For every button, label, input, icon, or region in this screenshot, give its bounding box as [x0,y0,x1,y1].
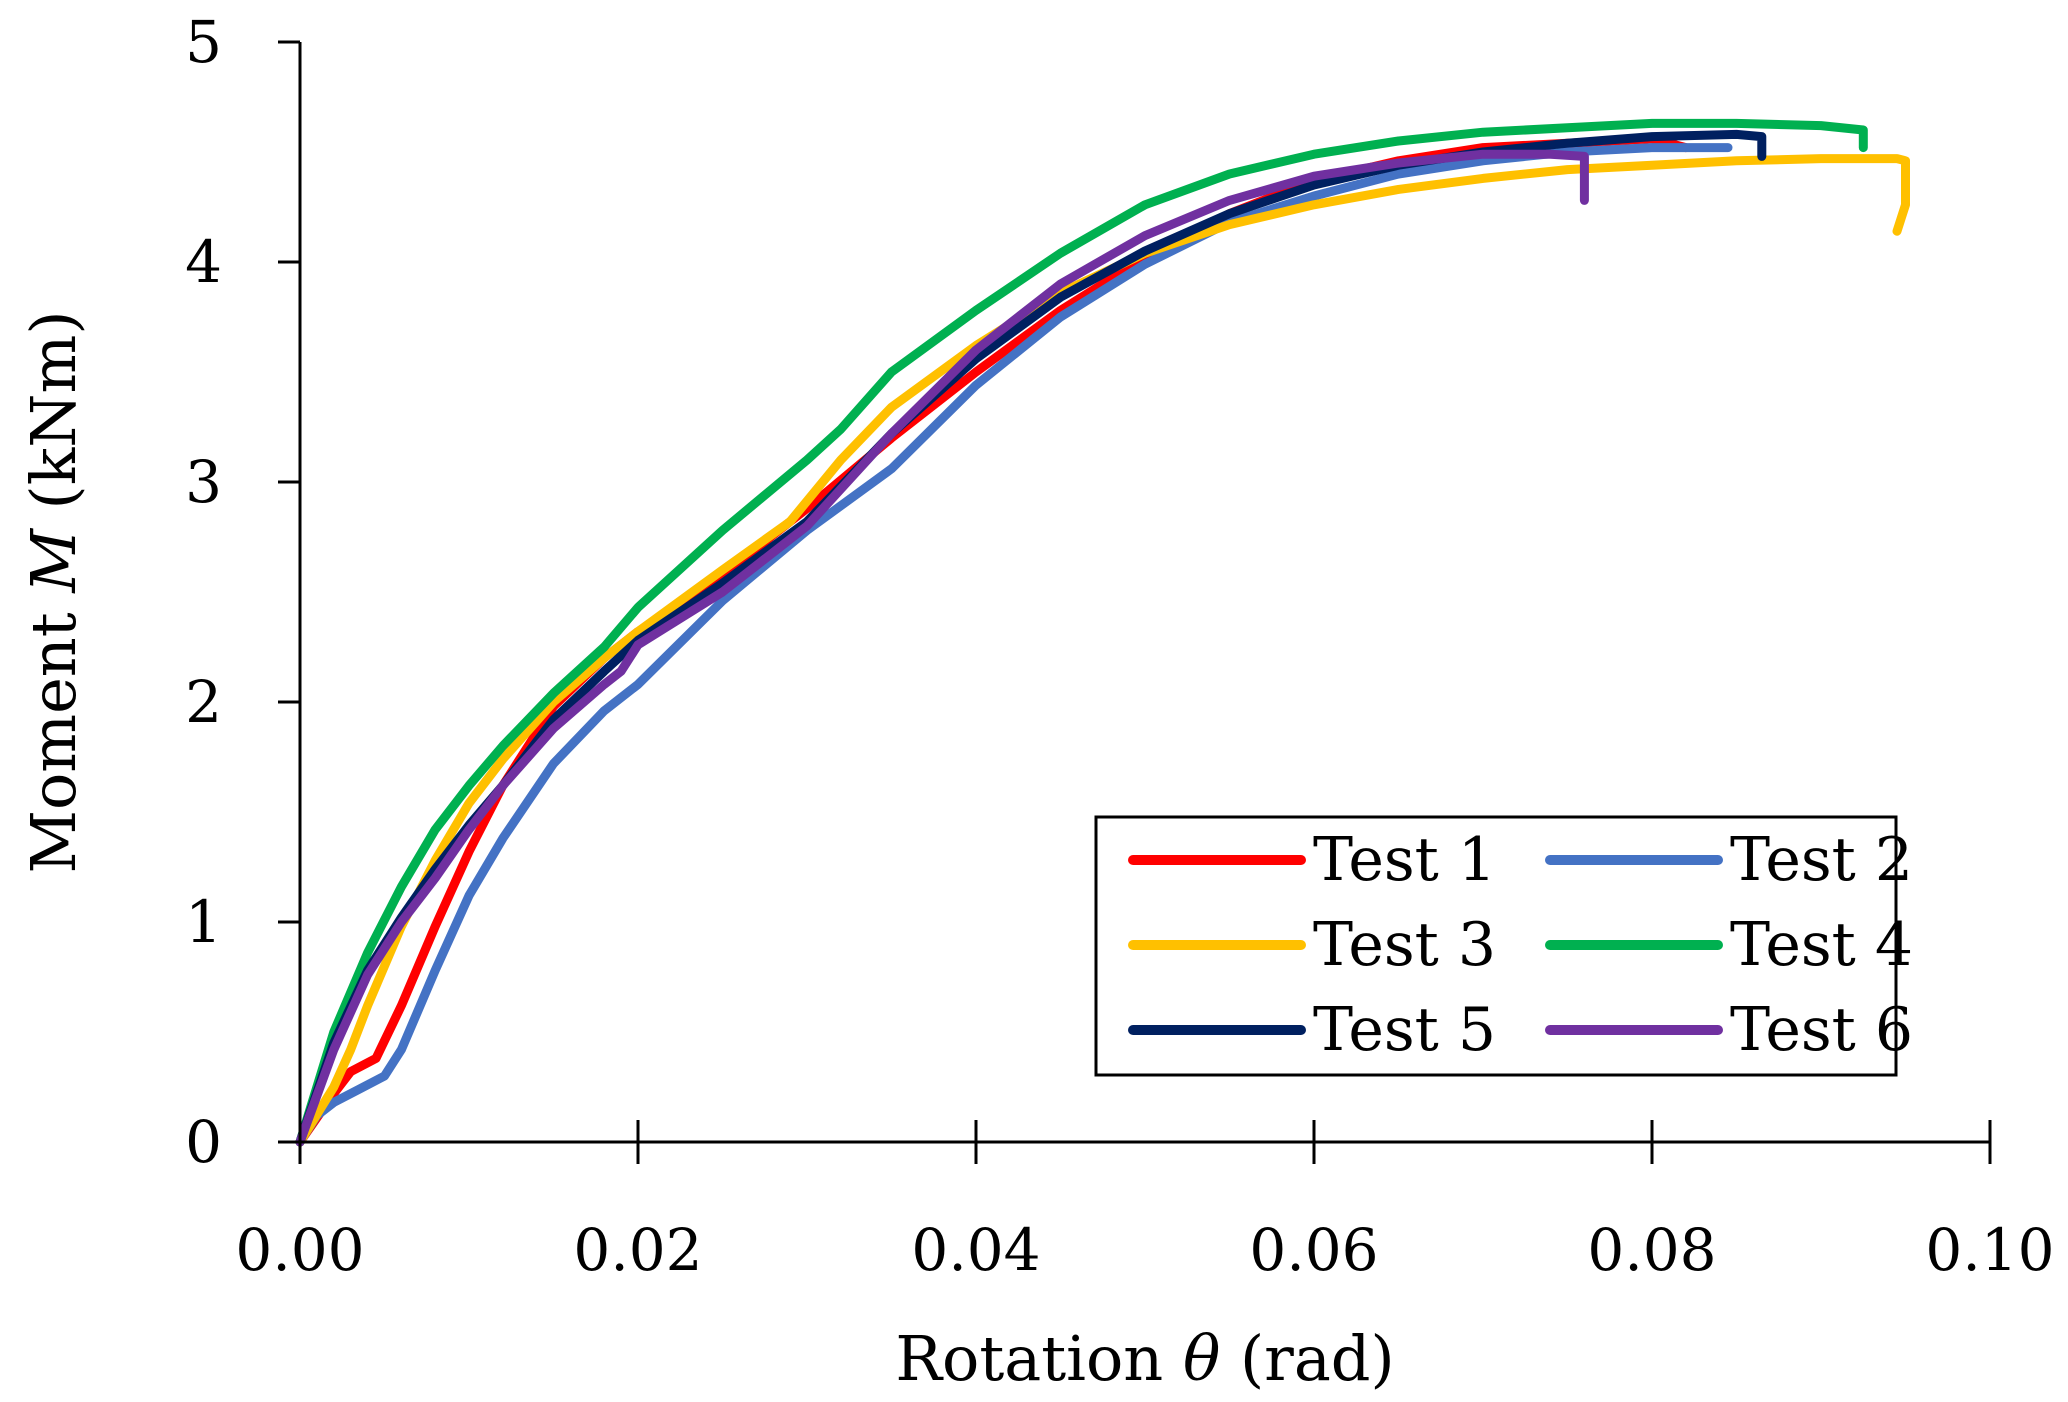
y-tick-label: 0 [185,1108,222,1176]
legend-label-test-4: Test 4 [1730,910,1913,980]
legend-label-test-2: Test 2 [1730,825,1913,895]
legend-label-test-3: Test 3 [1313,910,1496,980]
legend-label-test-6: Test 6 [1730,995,1913,1065]
y-tick-label: 5 [185,8,222,76]
legend-label-test-5: Test 5 [1313,995,1496,1065]
series-line-test-2 [295,143,1733,1147]
y-tick-label: 1 [185,888,222,956]
x-tick-label: 0.06 [1249,1216,1378,1284]
legend-label-test-1: Test 1 [1313,825,1496,895]
x-tick-label: 0.08 [1587,1216,1716,1284]
x-tick-label: 0.10 [1925,1216,2054,1284]
y-tick-label: 3 [185,448,222,516]
x-tick-label: 0.00 [235,1216,364,1284]
x-axis-title: Rotation θ (rad) [895,1322,1394,1395]
y-axis-title: Moment M (kNm) [17,310,90,873]
series-line-test-4 [295,118,1868,1147]
axes-layer: 0.00 0.02 0.04 0.06 0.08 0.10 0 1 2 3 4 5 Rotation θ… [17,8,2055,1395]
series-layer [295,118,1910,1147]
x-tick-label: 0.04 [911,1216,1040,1284]
series-line-test-6 [295,149,1589,1147]
y-tick-label: 4 [185,228,222,296]
x-tick-label: 0.02 [573,1216,702,1284]
legend: Test 1 Test 2 Test 3 Test 4 Test 5 Test 6 [1094,815,1913,1077]
y-tick-label: 2 [185,668,222,736]
